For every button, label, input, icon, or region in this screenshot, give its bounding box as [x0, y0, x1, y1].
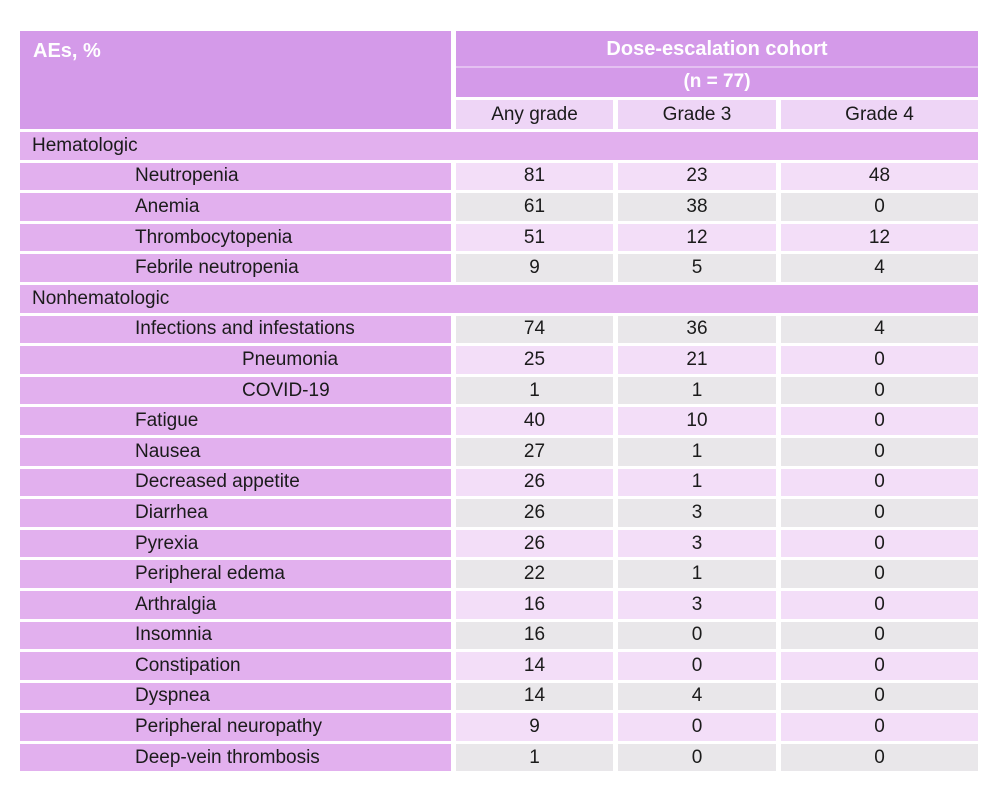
ae-value-cell: 36	[618, 315, 776, 344]
column-header-grade-3: Grade 3	[618, 100, 776, 129]
adverse-events-table: AEs, % Dose-escalation cohort (n = 77) A…	[20, 31, 978, 772]
ae-value-cell: 0	[781, 590, 978, 619]
ae-name-cell: Nausea	[20, 437, 451, 466]
ae-name-cell: Fatigue	[20, 407, 451, 435]
cohort-header-divider	[456, 65, 978, 68]
ae-value-cell: 3	[618, 590, 776, 619]
ae-value-cell: 81	[456, 162, 613, 191]
ae-value-cell: 0	[781, 652, 978, 680]
ae-value-cell: 1	[618, 376, 776, 405]
ae-value-cell: 0	[781, 682, 978, 711]
ae-value-cell: 0	[781, 437, 978, 466]
ae-value-cell: 0	[618, 652, 776, 680]
ae-name-cell: Pyrexia	[20, 529, 451, 558]
ae-value-cell: 0	[781, 468, 978, 497]
ae-value-cell: 1	[618, 437, 776, 466]
ae-value-cell: 23	[618, 162, 776, 191]
ae-name-cell: Insomnia	[20, 621, 451, 650]
ae-value-cell: 3	[618, 529, 776, 558]
ae-value-cell: 0	[781, 193, 978, 221]
ae-value-cell: 0	[618, 713, 776, 741]
section-row: Nonhematologic	[20, 284, 978, 313]
ae-value-cell: 51	[456, 223, 613, 252]
ae-value-cell: 9	[456, 254, 613, 282]
ae-value-cell: 0	[781, 376, 978, 405]
column-header-grade-4: Grade 4	[781, 100, 978, 129]
ae-value-cell: 1	[618, 468, 776, 497]
ae-value-cell: 0	[781, 529, 978, 558]
ae-value-cell: 0	[781, 743, 978, 772]
ae-value-cell: 0	[781, 346, 978, 374]
ae-value-cell: 25	[456, 346, 613, 374]
ae-value-cell: 26	[456, 529, 613, 558]
aes-column-header: AEs, %	[20, 31, 451, 129]
ae-value-cell: 26	[456, 468, 613, 497]
ae-value-cell: 61	[456, 193, 613, 221]
ae-value-cell: 5	[618, 254, 776, 282]
ae-value-cell: 4	[618, 682, 776, 711]
ae-name-cell: Decreased appetite	[20, 468, 451, 497]
cohort-n-count: (n = 77)	[683, 70, 751, 92]
ae-value-cell: 74	[456, 315, 613, 344]
ae-value-cell: 12	[781, 223, 978, 252]
ae-name-cell: Arthralgia	[20, 590, 451, 619]
ae-value-cell: 0	[781, 499, 978, 527]
ae-value-cell: 22	[456, 560, 613, 588]
ae-value-cell: 0	[618, 743, 776, 772]
ae-value-cell: 0	[781, 713, 978, 741]
column-header-any-grade: Any grade	[456, 100, 613, 129]
ae-value-cell: 16	[456, 621, 613, 650]
ae-name-cell: Infections and infestations	[20, 315, 451, 344]
section-row: Hematologic	[20, 132, 978, 160]
ae-value-cell: 21	[618, 346, 776, 374]
ae-name-cell: Deep-vein thrombosis	[20, 743, 451, 772]
ae-value-cell: 0	[618, 621, 776, 650]
ae-value-cell: 14	[456, 682, 613, 711]
ae-name-cell: COVID-19	[20, 376, 451, 405]
ae-value-cell: 26	[456, 499, 613, 527]
ae-name-cell: Peripheral neuropathy	[20, 713, 451, 741]
ae-value-cell: 1	[456, 376, 613, 405]
ae-value-cell: 16	[456, 590, 613, 619]
ae-value-cell: 1	[456, 743, 613, 772]
ae-value-cell: 10	[618, 407, 776, 435]
ae-value-cell: 48	[781, 162, 978, 191]
ae-value-cell: 40	[456, 407, 613, 435]
ae-name-cell: Pneumonia	[20, 346, 451, 374]
ae-value-cell: 12	[618, 223, 776, 252]
ae-value-cell: 27	[456, 437, 613, 466]
ae-value-cell: 4	[781, 254, 978, 282]
cohort-title: Dose-escalation cohort	[606, 37, 828, 60]
ae-value-cell: 0	[781, 407, 978, 435]
cohort-header: Dose-escalation cohort (n = 77)	[456, 31, 978, 97]
ae-name-cell: Febrile neutropenia	[20, 254, 451, 282]
ae-value-cell: 0	[781, 621, 978, 650]
ae-name-cell: Peripheral edema	[20, 560, 451, 588]
ae-value-cell: 9	[456, 713, 613, 741]
ae-value-cell: 0	[781, 560, 978, 588]
ae-name-cell: Dyspnea	[20, 682, 451, 711]
ae-name-cell: Constipation	[20, 652, 451, 680]
ae-value-cell: 14	[456, 652, 613, 680]
ae-value-cell: 1	[618, 560, 776, 588]
ae-name-cell: Neutropenia	[20, 162, 451, 191]
ae-value-cell: 3	[618, 499, 776, 527]
ae-name-cell: Anemia	[20, 193, 451, 221]
ae-value-cell: 4	[781, 315, 978, 344]
ae-name-cell: Diarrhea	[20, 499, 451, 527]
ae-name-cell: Thrombocytopenia	[20, 223, 451, 252]
ae-value-cell: 38	[618, 193, 776, 221]
